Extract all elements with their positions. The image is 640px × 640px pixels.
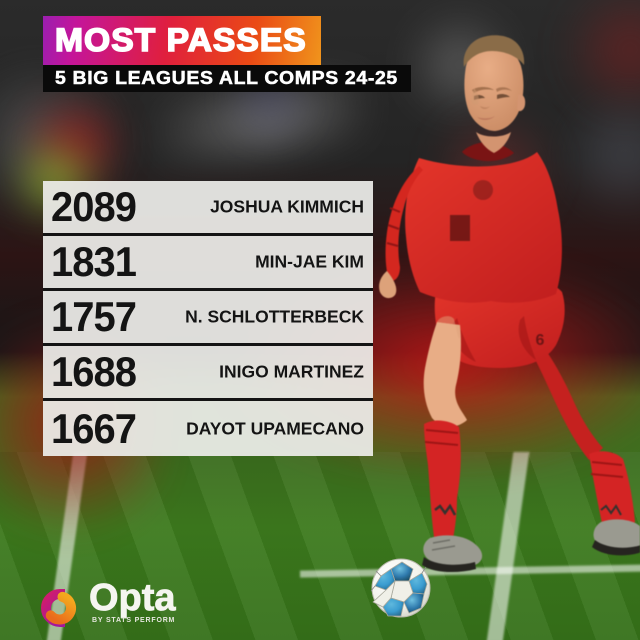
svg-text:6: 6 bbox=[536, 332, 545, 349]
